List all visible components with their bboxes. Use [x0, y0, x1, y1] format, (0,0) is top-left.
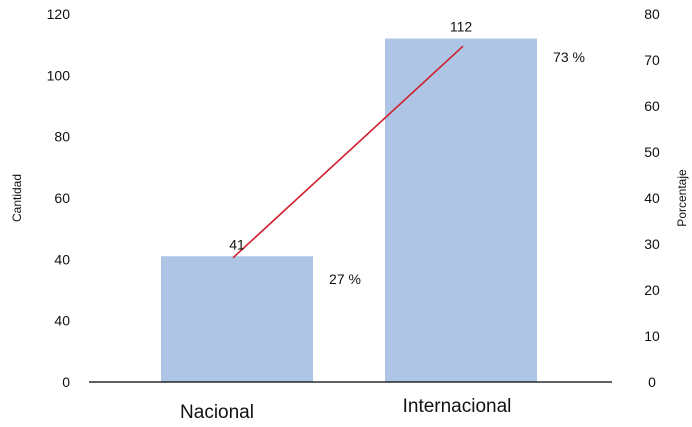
y2-axis-title: Porcentaje — [675, 169, 689, 227]
y-tick-label: 40 — [54, 313, 70, 329]
y2-tick-label: 0 — [648, 374, 656, 390]
category-label: Nacional — [180, 402, 254, 423]
percentage-line-layer — [232, 45, 464, 259]
percent-label: 73 % — [553, 49, 585, 65]
bar-nacional — [161, 256, 313, 382]
y2-tick-label: 70 — [644, 52, 660, 68]
y2-tick-label: 20 — [644, 282, 660, 298]
y2-tick-label: 10 — [644, 328, 660, 344]
y2-tick-label: 80 — [644, 6, 660, 22]
y-tick-label: 100 — [47, 67, 71, 83]
bar-value-label: 112 — [450, 19, 473, 35]
bars-layer — [161, 38, 537, 383]
y2-tick-label: 50 — [644, 144, 660, 160]
percent-label: 27 % — [329, 271, 361, 287]
percentage-line — [232, 45, 464, 259]
labels-layer: 0 40 40 60 80 100 120 0 10 20 30 40 50 60 70 80 41 112 27 … — [47, 6, 660, 423]
y-tick-label: 80 — [54, 129, 70, 145]
y-tick-label: 0 — [62, 374, 70, 390]
y-tick-label: 60 — [54, 190, 70, 206]
y-tick-label: 40 — [54, 251, 70, 267]
y-tick-label: 120 — [47, 6, 71, 22]
bar-internacional — [385, 38, 537, 383]
y-axis-title: Cantidad — [10, 174, 24, 222]
y2-tick-label: 40 — [644, 190, 660, 206]
bar-value-label: 41 — [229, 236, 245, 252]
y2-tick-label: 30 — [644, 236, 660, 252]
category-label: Internacional — [403, 396, 512, 417]
y2-tick-label: 60 — [644, 98, 660, 114]
